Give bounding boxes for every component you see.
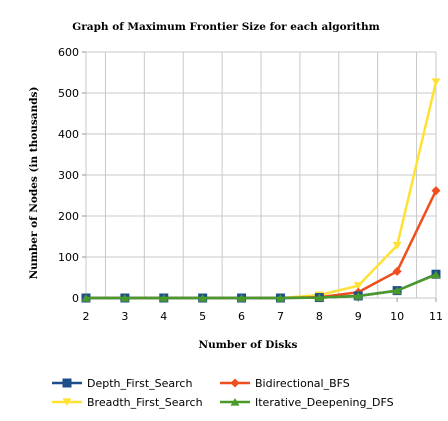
legend-label: Iterative_Deepening_DFS [255, 396, 394, 409]
x-tick-label: 10 [390, 310, 404, 323]
axes: 0 100 200 300 400 500 600 2 3 4 5 6 7 8 9 10 11 [58, 46, 443, 323]
legend-label: Bidirectional_BFS [255, 377, 350, 390]
legend: Depth_First_Search Bidirectional_BFS Bread… [52, 377, 394, 409]
data-point [431, 270, 441, 279]
y-tick-label: 100 [58, 251, 79, 264]
legend-marker [62, 378, 72, 388]
x-tick-label: 3 [121, 310, 128, 323]
x-axis-label: Number of Disks [199, 339, 298, 351]
legend-marker [230, 397, 240, 406]
series-layer [81, 78, 441, 303]
y-tick-label: 600 [58, 46, 79, 59]
y-tick-label: 500 [58, 87, 79, 100]
legend-marker [230, 378, 240, 388]
x-tick-label: 5 [199, 310, 206, 323]
data-point [237, 293, 247, 302]
x-tick-label: 4 [160, 310, 167, 323]
legend-item-Iterative_Deepening_DFS: Iterative_Deepening_DFS [220, 396, 394, 409]
y-tick-label: 300 [58, 169, 79, 182]
x-tick-label: 9 [355, 310, 362, 323]
x-tick-label: 8 [316, 310, 323, 323]
series-line [86, 273, 437, 300]
x-tick-label: 2 [83, 310, 90, 323]
legend-item-Breadth_First_Search: Breadth_First_Search [52, 396, 203, 409]
grid [85, 51, 437, 299]
data-point [198, 293, 208, 302]
y-tick-label: 0 [72, 292, 79, 305]
legend-item-Bidirectional_BFS: Bidirectional_BFS [220, 377, 350, 390]
legend-label: Breadth_First_Search [87, 396, 203, 409]
data-point [353, 282, 363, 290]
data-point [392, 266, 402, 276]
x-tick-label: 6 [238, 310, 245, 323]
y-axis-label: Number of Nodes (in thousands) [28, 87, 40, 280]
series-Iterative_Deepening_DFS [81, 270, 441, 302]
x-tick-label: 11 [429, 310, 443, 323]
data-point [314, 293, 324, 302]
data-point [431, 186, 441, 196]
data-point [353, 291, 363, 300]
legend-label: Depth_First_Search [87, 377, 192, 390]
x-tick-label: 7 [277, 310, 284, 323]
y-tick-label: 400 [58, 128, 79, 141]
data-point [392, 286, 402, 295]
data-point [275, 293, 285, 302]
legend-item-Depth_First_Search: Depth_First_Search [52, 377, 192, 390]
data-point [120, 293, 130, 302]
legend-marker [62, 398, 72, 407]
chart-title: Graph of Maximum Frontier Size for each … [72, 21, 379, 33]
data-point [81, 293, 91, 302]
data-point [431, 78, 441, 86]
data-point [159, 293, 169, 302]
data-point [392, 241, 402, 250]
y-tick-label: 200 [58, 210, 79, 223]
